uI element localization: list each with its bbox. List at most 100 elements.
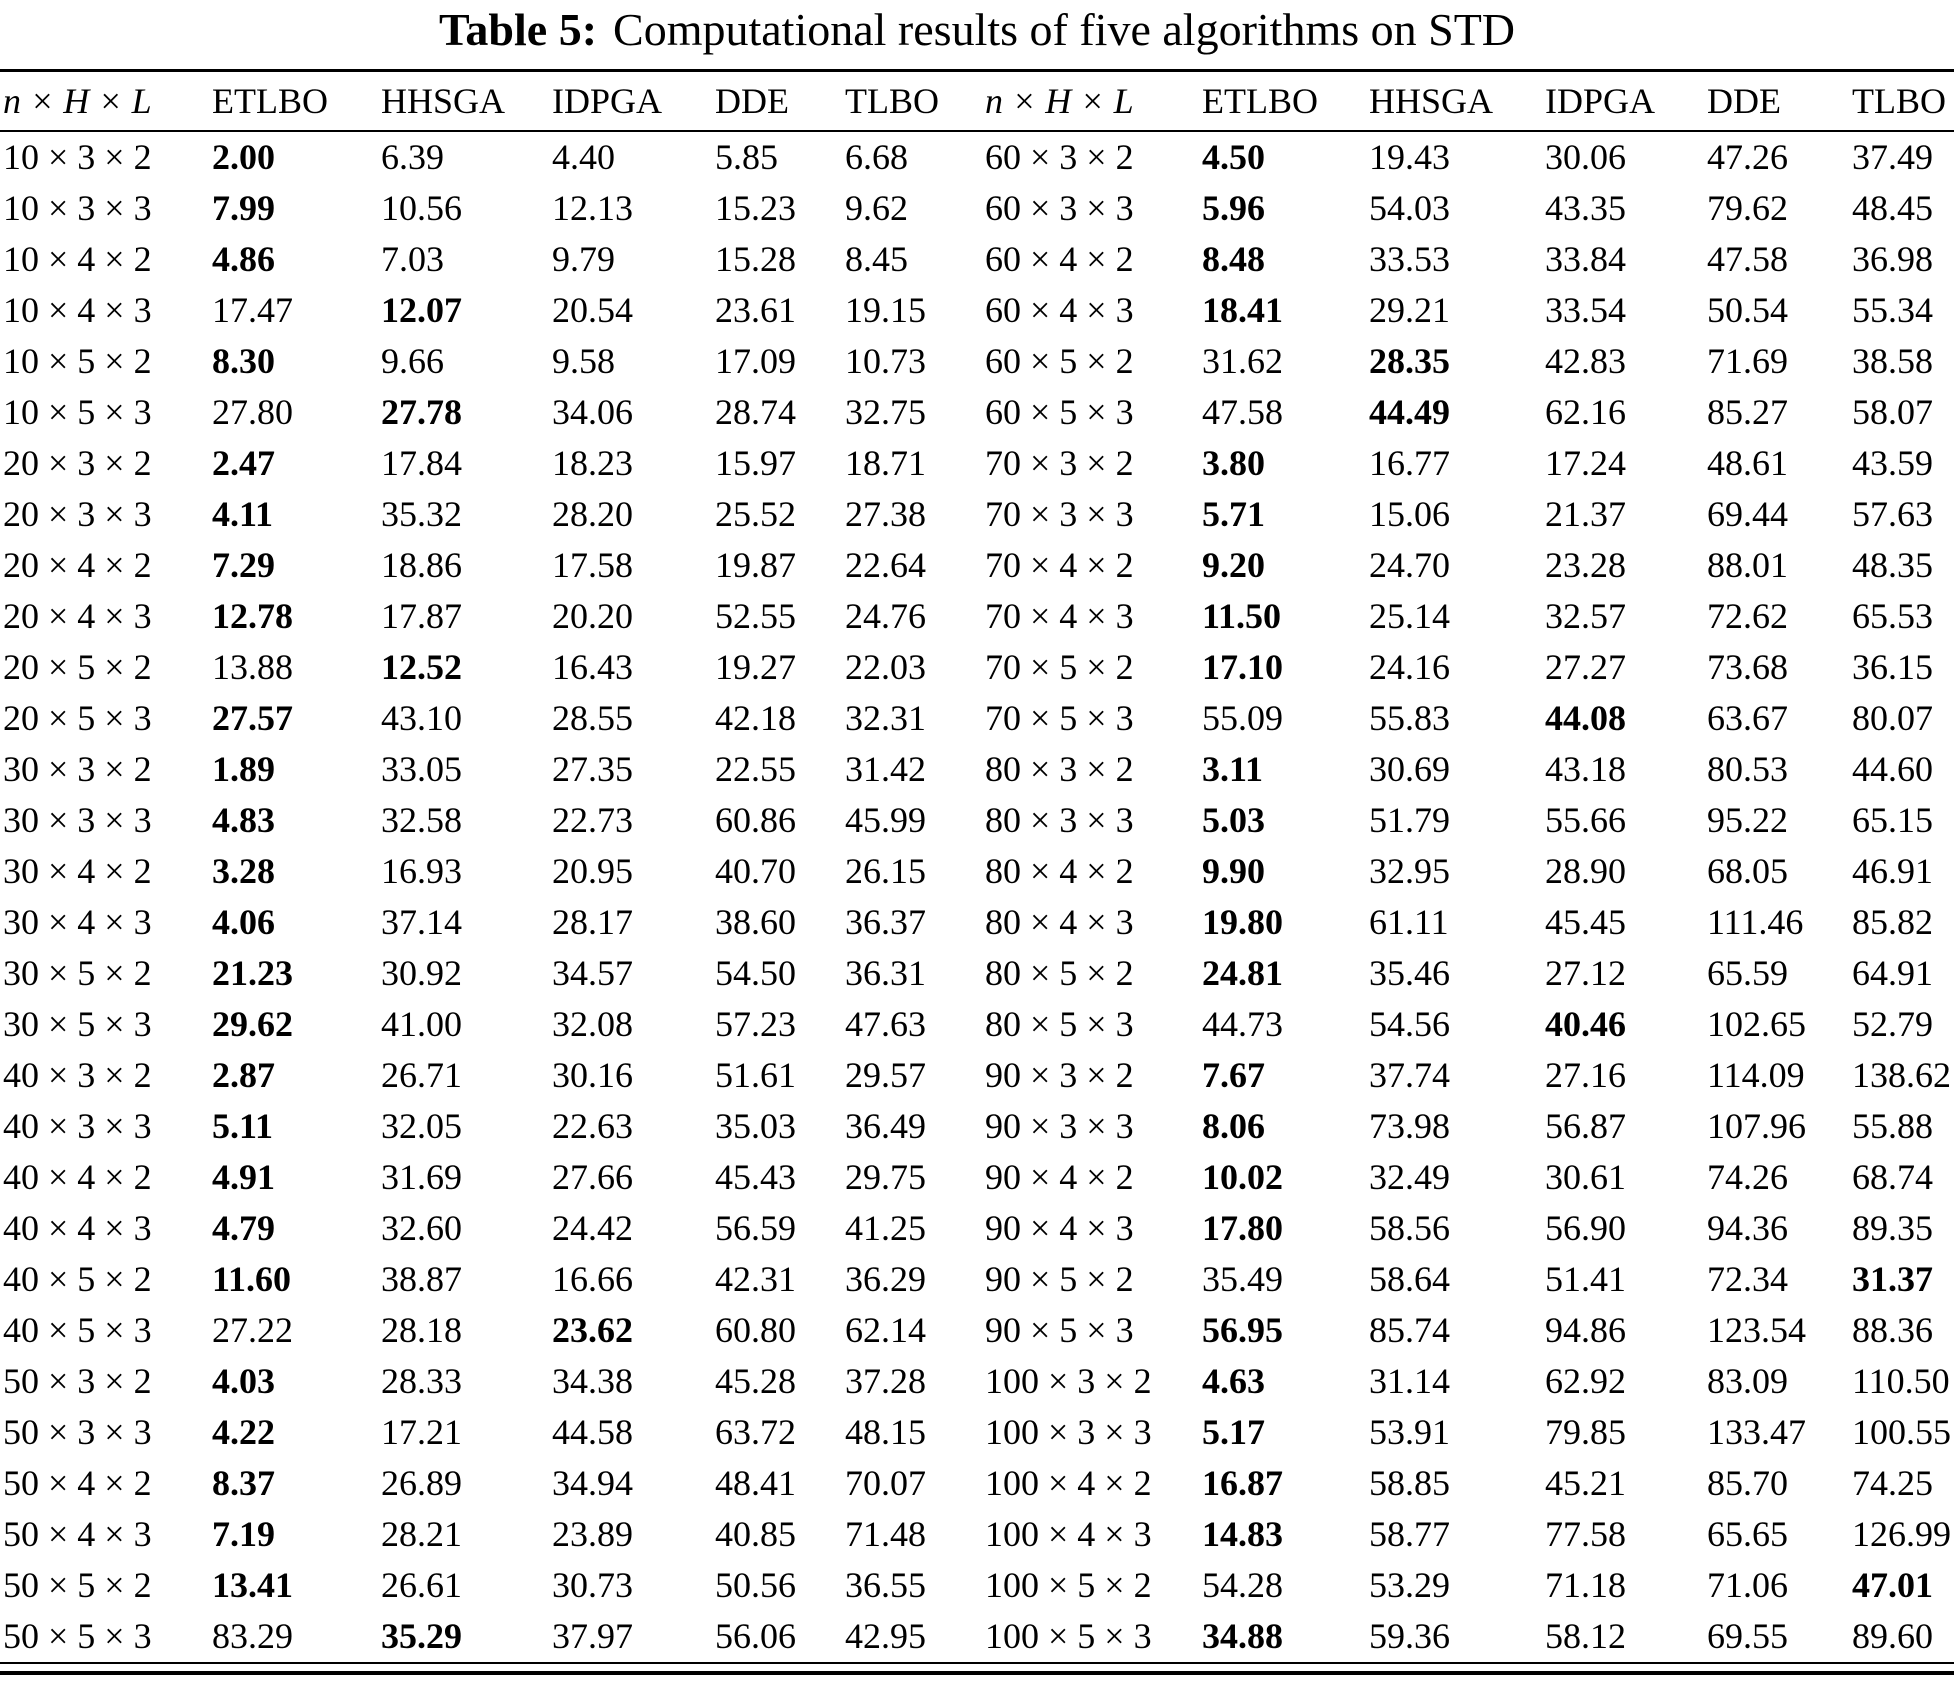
value-cell: 15.28 (715, 239, 796, 280)
value-cell: 79.62 (1707, 188, 1788, 229)
value-cell: 51.79 (1369, 800, 1450, 841)
value-cell: 32.75 (845, 392, 926, 433)
instance-cell: 60 × 3 × 3 (985, 188, 1134, 229)
value-cell: 61.11 (1369, 902, 1449, 943)
value-cell: 56.59 (715, 1208, 796, 1249)
value-cell: 12.52 (381, 647, 462, 688)
value-cell: 65.15 (1852, 800, 1933, 841)
instance-cell: 30 × 5 × 3 (3, 1004, 152, 1045)
value-cell: 17.47 (212, 290, 293, 331)
value-cell: 32.05 (381, 1106, 462, 1147)
value-cell: 85.70 (1707, 1463, 1788, 1504)
value-cell: 25.14 (1369, 596, 1450, 637)
value-cell: 56.95 (1202, 1310, 1283, 1351)
value-cell: 44.60 (1852, 749, 1933, 790)
value-cell: 21.23 (212, 953, 293, 994)
value-cell: 53.91 (1369, 1412, 1450, 1453)
column-header-idpga: IDPGA (552, 70, 715, 132)
value-cell: 70.07 (845, 1463, 926, 1504)
table-body: 10 × 3 × 2 2.00 6.39 4.40 5.85 6.68 60 × 3 × 2… (0, 131, 1954, 1663)
value-cell: 20.54 (552, 290, 633, 331)
value-cell: 22.73 (552, 800, 633, 841)
instance-cell: 40 × 3 × 3 (3, 1106, 152, 1147)
column-header-etlbo: ETLBO (1202, 70, 1369, 132)
table-row: 40 × 5 × 3 27.22 28.18 23.62 60.80 62.14 90 × … (0, 1305, 1954, 1356)
value-cell: 30.16 (552, 1055, 633, 1096)
value-cell: 58.77 (1369, 1514, 1450, 1555)
value-cell: 10.02 (1202, 1157, 1283, 1198)
value-cell: 60.86 (715, 800, 796, 841)
value-cell: 27.38 (845, 494, 926, 535)
value-cell: 35.03 (715, 1106, 796, 1147)
value-cell: 55.66 (1545, 800, 1626, 841)
instance-cell: 30 × 3 × 2 (3, 749, 152, 790)
instance-cell: 80 × 5 × 3 (985, 1004, 1134, 1045)
value-cell: 32.95 (1369, 851, 1450, 892)
instance-cell: 80 × 3 × 2 (985, 749, 1134, 790)
value-cell: 63.72 (715, 1412, 796, 1453)
value-cell: 55.34 (1852, 290, 1933, 331)
value-cell: 77.58 (1545, 1514, 1626, 1555)
value-cell: 5.85 (715, 137, 778, 178)
instance-cell: 90 × 5 × 3 (985, 1310, 1134, 1351)
value-cell: 55.83 (1369, 698, 1450, 739)
value-cell: 2.47 (212, 443, 275, 484)
value-cell: 34.57 (552, 953, 633, 994)
value-cell: 5.96 (1202, 188, 1265, 229)
value-cell: 69.44 (1707, 494, 1788, 535)
value-cell: 42.83 (1545, 341, 1626, 382)
value-cell: 9.58 (552, 341, 615, 382)
value-cell: 24.42 (552, 1208, 633, 1249)
value-cell: 43.18 (1545, 749, 1626, 790)
table-row: 50 × 4 × 2 8.37 26.89 34.94 48.41 70.07 100 × … (0, 1458, 1954, 1509)
value-cell: 43.10 (381, 698, 462, 739)
value-cell: 57.63 (1852, 494, 1933, 535)
value-cell: 36.31 (845, 953, 926, 994)
value-cell: 83.09 (1707, 1361, 1788, 1402)
value-cell: 27.22 (212, 1310, 293, 1351)
value-cell: 22.55 (715, 749, 796, 790)
value-cell: 47.26 (1707, 137, 1788, 178)
value-cell: 50.56 (715, 1565, 796, 1606)
value-cell: 25.52 (715, 494, 796, 535)
value-cell: 28.74 (715, 392, 796, 433)
value-cell: 27.35 (552, 749, 633, 790)
instance-cell: 20 × 4 × 3 (3, 596, 152, 637)
instance-cell: 60 × 5 × 3 (985, 392, 1134, 433)
table-row: 50 × 5 × 3 83.29 35.29 37.97 56.06 42.95 100 ×… (0, 1611, 1954, 1663)
value-cell: 35.46 (1369, 953, 1450, 994)
instance-cell: 50 × 3 × 3 (3, 1412, 152, 1453)
instance-cell: 70 × 5 × 3 (985, 698, 1134, 739)
value-cell: 19.15 (845, 290, 926, 331)
value-cell: 83.29 (212, 1616, 293, 1657)
value-cell: 31.62 (1202, 341, 1283, 382)
value-cell: 13.88 (212, 647, 293, 688)
table-row: 50 × 3 × 2 4.03 28.33 34.38 45.28 37.28 100 × … (0, 1356, 1954, 1407)
instance-cell: 60 × 3 × 2 (985, 137, 1134, 178)
value-cell: 28.55 (552, 698, 633, 739)
value-cell: 44.49 (1369, 392, 1450, 433)
value-cell: 27.78 (381, 392, 462, 433)
value-cell: 7.67 (1202, 1055, 1265, 1096)
value-cell: 31.14 (1369, 1361, 1450, 1402)
value-cell: 56.06 (715, 1616, 796, 1657)
value-cell: 35.32 (381, 494, 462, 535)
value-cell: 33.05 (381, 749, 462, 790)
value-cell: 62.14 (845, 1310, 926, 1351)
value-cell: 102.65 (1707, 1004, 1806, 1045)
table-caption: Table 5: Computational results of five al… (0, 4, 1954, 57)
value-cell: 4.50 (1202, 137, 1265, 178)
instance-cell: 80 × 4 × 2 (985, 851, 1134, 892)
value-cell: 34.88 (1202, 1616, 1283, 1657)
value-cell: 53.29 (1369, 1565, 1450, 1606)
value-cell: 30.73 (552, 1565, 633, 1606)
value-cell: 15.06 (1369, 494, 1450, 535)
table-row: 30 × 3 × 3 4.83 32.58 22.73 60.86 45.99 80 × 3… (0, 795, 1954, 846)
value-cell: 17.24 (1545, 443, 1626, 484)
instance-cell: 90 × 3 × 3 (985, 1106, 1134, 1147)
value-cell: 54.50 (715, 953, 796, 994)
value-cell: 54.56 (1369, 1004, 1450, 1045)
instance-cell: 80 × 4 × 3 (985, 902, 1134, 943)
value-cell: 16.93 (381, 851, 462, 892)
value-cell: 2.87 (212, 1055, 275, 1096)
